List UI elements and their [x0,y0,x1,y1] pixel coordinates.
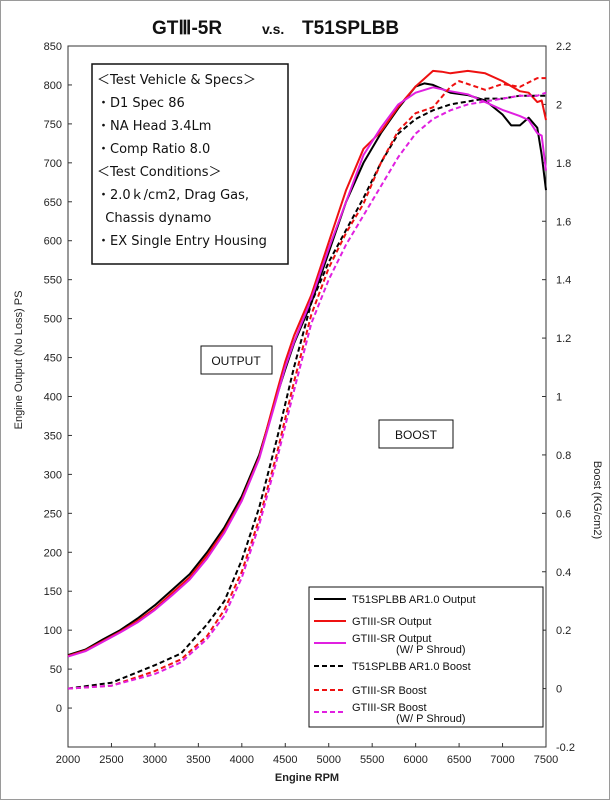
legend-label: GTIII-SR Boost [352,685,427,697]
legend-label: GTIII-SR Boost [352,702,427,714]
y-left-tick-label: 450 [44,353,62,365]
series-line-4 [67,94,546,690]
title-part-2: v.s. [262,21,284,37]
series-lines [67,69,547,690]
y-right-tick-label: 0.2 [556,625,571,637]
y-right-tick-label: 0 [556,684,562,696]
y-axis-right-label: Boost (KG/cm2) [591,461,603,539]
legend-sublabel: (W/ P Shroud) [396,713,466,725]
x-tick-label: 7500 [534,754,558,766]
y-left-tick-label: 150 [44,586,62,598]
info-box-border [91,63,289,265]
y-axis-right: -0.2 0 0.2 0.4 0.6 0.8 1 1.2 1.4 1.6 1.8 2 2.2 [542,41,575,754]
series-line-6 [67,91,547,690]
y-left-tick-label: 300 [44,469,62,481]
output-annotation-box [200,345,273,375]
legend-label: GTIII-SR Output [352,616,431,628]
series-line-5 [67,77,546,690]
info-line: ・Comp Ratio 8.0 [97,142,210,157]
boost-annotation-box [378,419,454,449]
y-right-tick-label: 2.2 [556,41,571,53]
y-right-tick-label: 1.8 [556,158,571,170]
y-left-tick-label: 250 [44,508,62,520]
x-tick-label: 6500 [447,754,471,766]
legend-label: GTIII-SR Output [352,633,431,645]
x-tick-label: 5500 [360,754,384,766]
y-left-tick-label: 100 [44,625,62,637]
y-right-tick-label: 0.4 [556,567,571,579]
y-left-tick-label: 400 [44,392,62,404]
output-annotation-text: OUTPUT [211,354,261,368]
x-tick-label: 2000 [56,754,80,766]
legend-box [308,586,544,728]
y-left-tick-label: 500 [44,314,62,326]
boost-annotation-text: BOOST [395,428,438,442]
x-tick-label: 7000 [490,754,514,766]
x-axis: 2000 2500 3000 3500 4000 4500 5000 5500 6000 6500… [56,743,558,766]
x-tick-label: 6000 [403,754,427,766]
y-left-tick-label: 550 [44,275,62,287]
y-right-tick-label: 1 [556,392,562,404]
y-right-tick-label: 0.6 [556,508,571,520]
y-axis-left-label: Engine Output (No Loss) PS [13,291,25,430]
y-right-tick-label: 1.4 [556,275,571,287]
series-line-3 [67,86,547,658]
y-left-tick-label: 200 [44,547,62,559]
y-right-tick-label: -0.2 [556,742,575,754]
x-tick-label: 3500 [186,754,210,766]
y-right-tick-label: 2 [556,99,562,111]
y-left-tick-label: 350 [44,430,62,442]
legend-label: T51SPLBB AR1.0 Boost [352,661,471,673]
title-part-3: T51SPLBB [302,18,399,39]
info-line: ・2.0ｋ/cm2, Drag Gas, [97,188,249,203]
output-annotation: OUTPUT [200,345,273,375]
info-line: ＜Test Conditions＞ [97,165,222,180]
boost-annotation: BOOST [378,419,454,449]
y-left-tick-label: 750 [44,119,62,131]
info-line: ・NA Head 3.4Lm [97,119,211,134]
legend-label: T51SPLBB AR1.0 Output [352,594,476,606]
title-part-1: GTⅢ-5R [152,18,222,39]
x-tick-label: 4000 [230,754,254,766]
y-left-tick-label: 0 [56,703,62,715]
y-left-tick-label: 600 [44,236,62,248]
legend-sublabel: (W/ P Shroud) [396,644,466,656]
info-line: ・EX Single Entry Housing [97,234,267,249]
series-line-2 [67,69,547,657]
x-tick-label: 2500 [99,754,123,766]
y-left-tick-label: 650 [44,197,62,209]
info-line: ＜Test Vehicle & Specs＞ [97,73,256,88]
y-axis-left: 0 50 100 150 200 250 300 350 400 450 500 550 600 650 7… [44,41,72,715]
y-left-tick-label: 700 [44,158,62,170]
y-left-tick-label: 850 [44,41,62,53]
y-right-tick-label: 1.6 [556,216,571,228]
x-tick-label: 3000 [143,754,167,766]
y-right-tick-label: 1.2 [556,333,571,345]
legend: T51SPLBB AR1.0 Output GTIII-SR Output GTII… [308,586,544,728]
y-right-tick-label: 0.8 [556,450,571,462]
x-tick-label: 5000 [316,754,340,766]
x-axis-label: Engine RPM [275,772,339,784]
y-left-tick-label: 800 [44,80,62,92]
info-line: Chassis dynamo [97,211,211,226]
info-line: ・D1 Spec 86 [97,96,185,111]
x-tick-label: 4500 [273,754,297,766]
y-left-tick-label: 50 [50,664,62,676]
info-box: ＜Test Vehicle & Specs＞ ・D1 Spec 86 ・NA H… [91,63,289,265]
